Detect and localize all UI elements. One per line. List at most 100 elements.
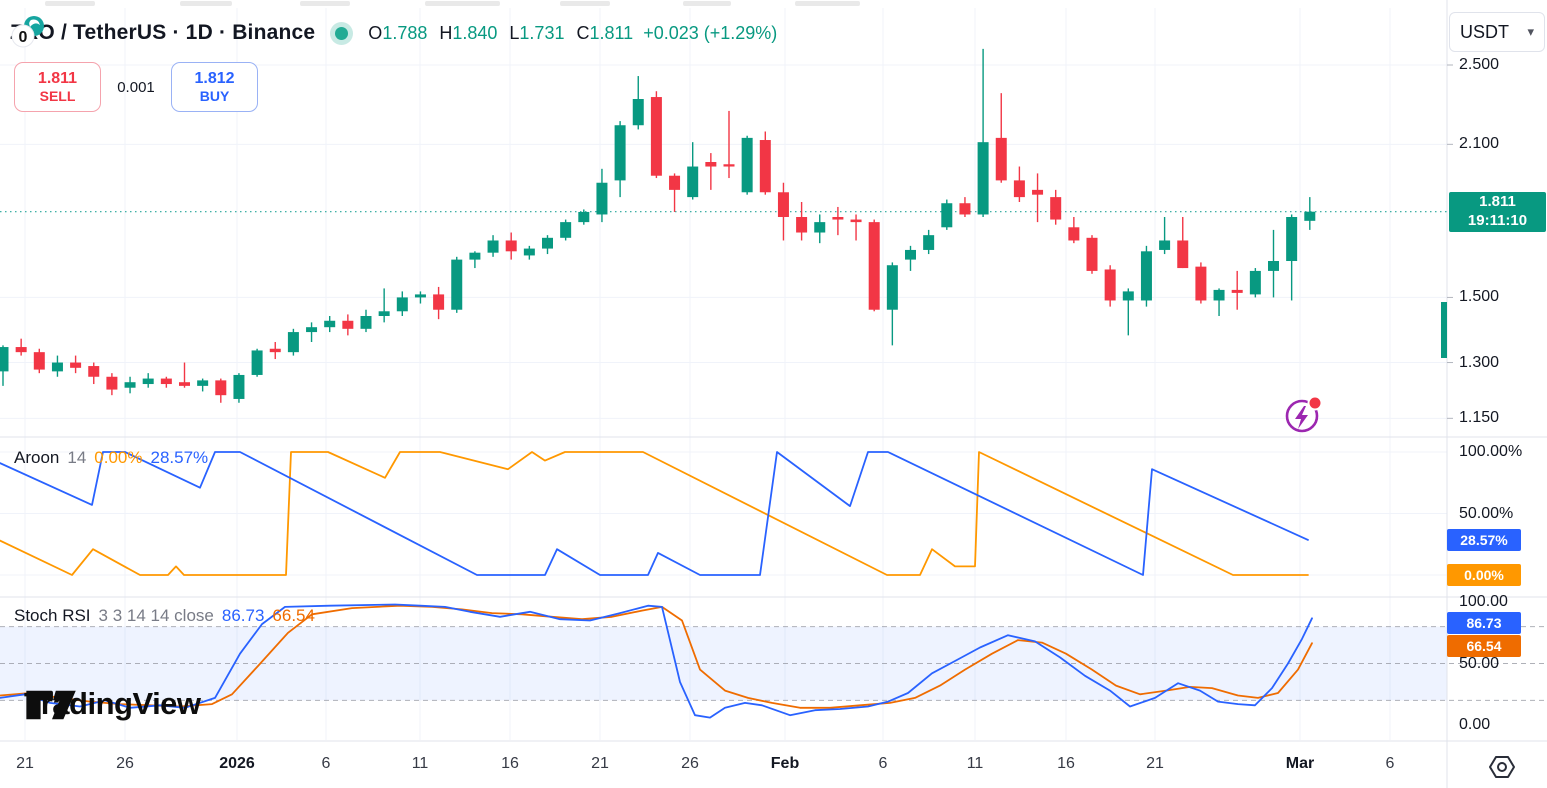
- candle-down: [777, 192, 789, 218]
- sell-button[interactable]: 1.811 SELL: [14, 62, 101, 112]
- candle-up: [1268, 261, 1279, 271]
- candle-down: [33, 352, 45, 370]
- stoch-axis-label: 100.00: [1459, 593, 1508, 610]
- candle-down: [850, 219, 862, 223]
- candle-up: [0, 347, 9, 372]
- trade-panel: 1.811 SELL 0.001 1.812 BUY: [14, 62, 258, 112]
- candle-partial: [1441, 302, 1447, 358]
- candle-down: [1032, 189, 1044, 195]
- candle-up: [923, 235, 935, 250]
- aroon-down-badge: 0.00%: [1447, 564, 1521, 586]
- time-axis-label: 21: [1146, 755, 1164, 772]
- aroon-header[interactable]: Aroon 14 0.00% 28.57%: [14, 448, 209, 467]
- time-axis-label: Feb: [770, 755, 800, 772]
- candle-up: [396, 297, 408, 312]
- lightning-icon[interactable]: [1282, 394, 1324, 436]
- bar-countdown: 19:11:10: [1467, 211, 1528, 229]
- time-axis-label: 11: [966, 755, 984, 772]
- stoch-axis-label: 0.00: [1459, 716, 1491, 733]
- candle-up: [287, 332, 299, 353]
- candle-down: [179, 382, 190, 386]
- tradingview-wordmark: TradingView: [24, 686, 201, 721]
- chevron-down-icon: ▾: [1527, 24, 1534, 39]
- gear-icon[interactable]: [1487, 754, 1517, 780]
- stoch-d-badge: 66.54: [1447, 635, 1521, 658]
- aroon-axis-label: 100.00%: [1459, 443, 1523, 460]
- sell-label: SELL: [39, 88, 76, 105]
- candle-up: [886, 265, 898, 310]
- symbol-logo-icon[interactable]: 0: [10, 14, 46, 50]
- currency-dropdown[interactable]: USDT ▾: [1449, 12, 1545, 52]
- candle-down: [723, 164, 735, 167]
- candle-up: [197, 380, 209, 386]
- current-price-value: 1.811: [1479, 192, 1516, 210]
- candle-up: [687, 166, 699, 198]
- candle-up: [124, 382, 136, 388]
- window-artifact: [180, 1, 232, 6]
- candle-up: [1159, 240, 1171, 250]
- buy-price: 1.812: [194, 69, 235, 87]
- candle-up: [51, 362, 63, 372]
- candle-up: [523, 248, 535, 256]
- candle-down: [1104, 269, 1116, 301]
- time-axis-label: 26: [681, 755, 699, 772]
- candle-up: [905, 249, 916, 260]
- aroon-up-badge: 28.57%: [1447, 528, 1521, 551]
- time-axis-label: 6: [1385, 755, 1395, 772]
- window-artifact: [560, 1, 610, 6]
- currency-label: USDT: [1460, 21, 1509, 42]
- candle-up: [1213, 289, 1225, 301]
- time-axis-label: 16: [501, 755, 519, 772]
- aroon-down-value: 0.00%: [94, 448, 143, 467]
- svg-text:0: 0: [19, 29, 28, 46]
- candle-up: [542, 237, 553, 249]
- candle-up: [378, 311, 390, 316]
- candle-down: [88, 366, 100, 377]
- candle-up: [324, 320, 336, 328]
- candle-down: [1231, 289, 1243, 293]
- candle-up: [1122, 291, 1134, 301]
- candle-up: [487, 240, 499, 253]
- time-axis-label: 2026: [219, 755, 255, 772]
- candle-down: [832, 217, 844, 220]
- ohlc-values: O1.788 H1.840 L1.731 C1.811: [368, 22, 634, 43]
- buy-button[interactable]: 1.812 BUY: [171, 62, 258, 112]
- candle-down: [705, 162, 717, 167]
- stoch-axis-label: 50.00: [1459, 654, 1500, 672]
- candle-up: [560, 222, 572, 238]
- stoch-k-badge: 86.73: [1447, 612, 1521, 635]
- time-axis-label: 6: [878, 755, 888, 772]
- tradingview-logo[interactable]: TradingView: [24, 686, 201, 722]
- candle-down: [669, 175, 681, 190]
- market-status-dot[interactable]: [335, 26, 349, 40]
- aroon-axis-label: 50.00%: [1459, 504, 1514, 522]
- price-axis-label: 1.150: [1459, 409, 1500, 427]
- price-axis-label: 1.300: [1459, 353, 1500, 371]
- candle-down: [1050, 197, 1062, 220]
- sell-price: 1.811: [37, 69, 78, 87]
- stoch-k-value: 86.73: [221, 606, 265, 625]
- candle-down: [1177, 240, 1189, 269]
- candle-up: [632, 98, 644, 126]
- candle-up: [614, 125, 626, 181]
- candle-down: [215, 380, 227, 396]
- candle-down: [1068, 227, 1080, 241]
- aroon-down-line: [0, 451, 1309, 576]
- aroon-up-line: [0, 451, 1309, 576]
- window-artifact: [683, 1, 731, 6]
- symbol-title[interactable]: ZRO / TetherUS · 1D · Binance: [10, 21, 316, 44]
- candle-down: [1086, 237, 1098, 271]
- window-artifact: [425, 1, 500, 6]
- time-axis-label: 16: [1057, 755, 1075, 772]
- stoch-d-value: 66.54: [272, 606, 315, 625]
- candle-up: [1286, 217, 1298, 262]
- stoch-rsi-header[interactable]: Stoch RSI 3 3 14 14 close 86.73 66.54: [14, 606, 315, 625]
- time-axis-label: 26: [116, 755, 134, 772]
- price-change: +0.023 (+1.29%): [643, 22, 778, 43]
- candle-down: [160, 378, 172, 385]
- candle-up: [251, 350, 263, 375]
- candle-up: [814, 222, 826, 233]
- time-axis-label: Mar: [1285, 755, 1315, 772]
